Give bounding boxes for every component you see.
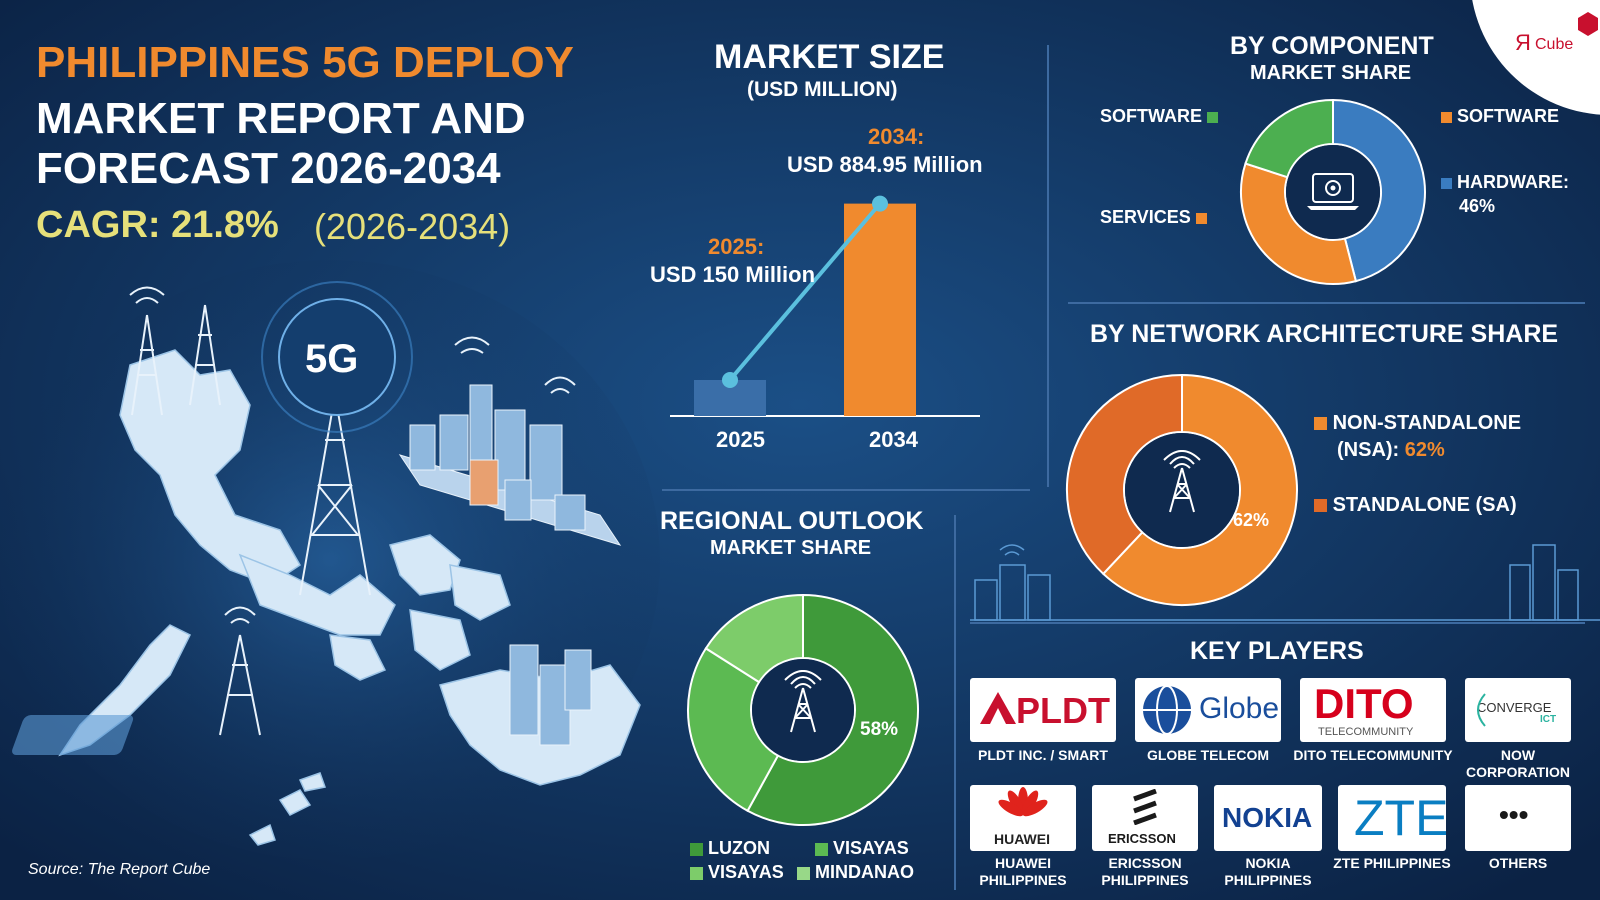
bar-2034 <box>844 203 916 416</box>
annotation-2025-year: 2025: <box>708 234 765 259</box>
regional-slice-luzon <box>746 593 919 826</box>
logo-dito: DITO TELECOMMUNITY <box>1300 678 1446 742</box>
trend-point-2025 <box>722 372 738 388</box>
legend-hardware: HARDWARE: 46% <box>1441 170 1569 218</box>
brand-corner <box>1472 0 1600 115</box>
architecture-donut-chart <box>1066 373 1298 606</box>
brand-logo-r: Я <box>1515 30 1531 55</box>
legend-swatch-software-right <box>1441 111 1452 123</box>
logo-pldt: PLDT <box>970 678 1116 742</box>
converge-arc-icon <box>1477 693 1486 727</box>
ericsson-mark-icon <box>1133 789 1157 825</box>
cagr-period: (2026-2034) <box>314 206 511 247</box>
logo-others: ••• <box>1465 785 1571 851</box>
philippines-map-icon <box>58 349 641 846</box>
market-size-bar-chart <box>670 195 980 417</box>
logo-zte: ZTE <box>1338 785 1446 851</box>
title-line-2: MARKET REPORT AND <box>36 94 526 143</box>
regional-slice-mindanao <box>704 593 804 684</box>
brand-logo-text: Cube <box>1535 36 1574 53</box>
annotation-2034-value: USD 884.95 Million <box>787 152 983 177</box>
city-buildings-icon <box>398 384 622 746</box>
architecture-slice-non-standalone-nsa- <box>1101 373 1298 606</box>
legend-services: SERVICES <box>1100 207 1207 228</box>
annotation-2034-year: 2034: <box>868 124 925 149</box>
caption-nokia: NOKIA PHILIPPINES <box>1224 855 1312 888</box>
key-players-title: KEY PLAYERS <box>1190 637 1364 665</box>
growth-trend-line <box>728 202 882 382</box>
regional-subtitle: MARKET SHARE <box>710 537 872 559</box>
source-note: Source: The Report Cube <box>28 861 211 878</box>
annotation-2025-value: USD 150 Million <box>650 262 816 287</box>
regional-tower-icon <box>784 670 822 733</box>
component-slice-software <box>1244 98 1334 179</box>
title-line-1: PHILIPPINES 5G DEPLOY <box>36 38 574 87</box>
component-subtitle: MARKET SHARE <box>1250 62 1412 84</box>
legend-sa: STANDALONE (SA) <box>1314 494 1517 517</box>
legend-software-right: SOFTWARE <box>1441 106 1559 127</box>
caption-others: OTHERS <box>1488 855 1548 871</box>
laptop-gear-icon <box>1307 173 1359 210</box>
bar-tick-2025: 2025 <box>716 427 765 452</box>
regional-title: REGIONAL OUTLOOK <box>660 507 924 535</box>
cube-logo-icon <box>1578 12 1598 36</box>
caption-converge: NOW CORPORATION <box>1466 747 1570 780</box>
caption-pldt: PLDT INC. / SMART <box>978 747 1108 763</box>
legend-swatch-region-2 <box>815 842 828 856</box>
legend-swatch-region-3 <box>690 866 703 880</box>
legend-swatch-sa <box>1314 499 1327 513</box>
legend-swatch-region-4 <box>797 866 810 880</box>
market-size-title: MARKET SIZE <box>714 38 945 76</box>
legend-swatch-nsa <box>1314 417 1327 431</box>
regional-slice-label: 58% <box>860 719 899 740</box>
caption-huawei: HUAWEI PHILIPPINES <box>979 855 1067 888</box>
logo-ericsson: ERICSSON <box>1092 785 1198 851</box>
component-title: BY COMPONENT <box>1230 32 1434 60</box>
caption-dito: DITO TELECOMMUNITY <box>1293 747 1453 763</box>
badge-5g: 5G <box>305 337 359 381</box>
component-slice-hardware <box>1332 98 1426 283</box>
legend-nsa: NON-STANDALONE (NSA): 62% <box>1314 410 1521 464</box>
regional-slice-visayas <box>687 646 780 813</box>
legend-software-left: SOFTWARE <box>1100 106 1219 127</box>
philippines-map-illustration <box>12 281 641 846</box>
market-size-subtitle: (USD MILLION) <box>747 78 898 101</box>
logo-huawei: HUAWEI <box>970 785 1076 851</box>
legend-region-2: VISAYAS <box>815 838 909 859</box>
caption-ericsson: ERICSSON PHILIPPINES <box>1101 855 1189 888</box>
legend-swatch-hardware <box>1441 177 1452 189</box>
architecture-slice-standalone-sa- <box>1066 373 1183 576</box>
antenna-tower-icon <box>1163 450 1201 513</box>
legend-region-3: VISAYAS <box>690 862 784 883</box>
legend-swatch-software-left <box>1207 111 1219 123</box>
huawei-petals-icon <box>998 787 1048 817</box>
logo-nokia: NOKIA <box>1214 785 1322 851</box>
component-slice-services <box>1240 162 1358 285</box>
cagr-value: CAGR: 21.8% <box>36 204 279 246</box>
legend-swatch-region-1 <box>690 842 703 856</box>
component-center <box>1286 145 1380 239</box>
legend-swatch-services <box>1195 212 1207 224</box>
logo-globe: Globe <box>1135 678 1281 742</box>
legend-region-4: MINDANAO <box>797 862 914 883</box>
architecture-title: BY NETWORK ARCHITECTURE SHARE <box>1090 320 1559 348</box>
cell-tower-icon <box>129 286 576 736</box>
legend-region-1: LUZON <box>690 838 770 859</box>
component-donut-chart <box>1240 98 1426 285</box>
bar-tick-2034: 2034 <box>869 427 918 452</box>
skyline-decoration <box>970 544 1600 621</box>
pldt-mark-icon <box>980 692 1016 724</box>
architecture-slice-label: 62% <box>1233 510 1270 530</box>
title-line-3: FORECAST 2026-2034 <box>36 144 501 193</box>
logo-converge: CONVERGE ICT <box>1465 678 1571 742</box>
trend-point-2034 <box>872 195 888 212</box>
caption-globe: GLOBE TELECOM <box>1146 747 1270 763</box>
caption-zte: ZTE PHILIPPINES <box>1333 855 1451 871</box>
globe-mark-icon <box>1143 685 1191 735</box>
